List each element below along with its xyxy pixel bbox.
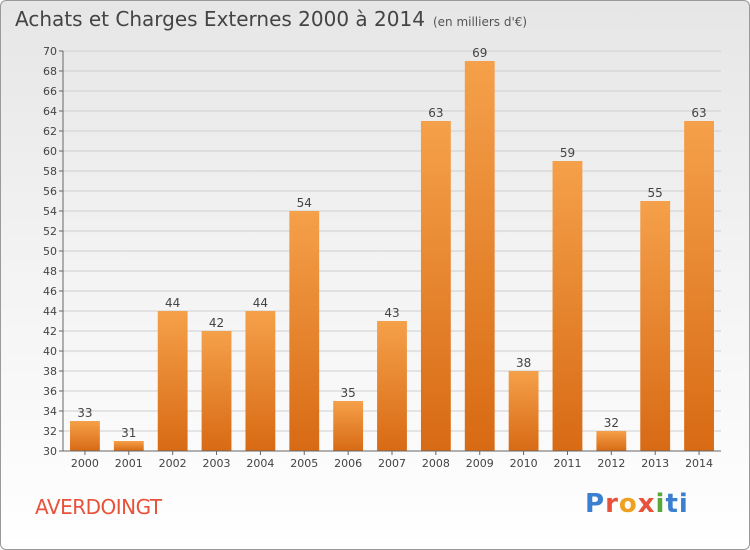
- x-tick-label: 2010: [510, 457, 538, 470]
- bars: 33 31 44 42 44 54 35 43 63 69 38 59 32 55 63: [70, 46, 714, 451]
- data-label: 44: [165, 296, 180, 310]
- x-tick-label: 2005: [290, 457, 318, 470]
- y-tick-label: 44: [43, 305, 57, 318]
- logo-letter: o: [618, 489, 638, 519]
- logo-letter: r: [605, 489, 619, 519]
- data-label: 59: [560, 146, 575, 160]
- bar: [508, 371, 539, 451]
- bar: [552, 161, 583, 451]
- y-tick-label: 58: [43, 165, 57, 178]
- x-tick-label: 2003: [203, 457, 231, 470]
- y-tick-label: 56: [43, 185, 57, 198]
- bar: [70, 421, 100, 451]
- data-label: 44: [253, 296, 268, 310]
- y-tick-label: 34: [43, 405, 57, 418]
- y-tick-label: 62: [43, 125, 57, 138]
- x-tick-label: 2011: [553, 457, 581, 470]
- data-label: 35: [340, 386, 355, 400]
- bar: [201, 331, 232, 451]
- x-tick-label: 2006: [334, 457, 362, 470]
- bar: [157, 311, 188, 451]
- y-tick-label: 60: [43, 145, 57, 158]
- y-axis: 30 32 34 36 38 40 42 44 46 48 50 52 54 56 58 60 62 64 66 68…: [43, 45, 64, 458]
- x-tick-label: 2008: [422, 457, 450, 470]
- x-tick-label: 2007: [378, 457, 406, 470]
- y-tick-label: 48: [43, 265, 57, 278]
- x-tick-label: 2009: [466, 457, 494, 470]
- x-tick-label: 2004: [246, 457, 274, 470]
- data-label: 43: [384, 306, 399, 320]
- data-label: 55: [648, 186, 663, 200]
- bar: [684, 121, 714, 451]
- data-label: 69: [472, 46, 487, 60]
- data-label: 33: [77, 406, 92, 420]
- logo-letter: x: [637, 489, 656, 519]
- data-label: 32: [604, 416, 619, 430]
- y-tick-label: 54: [43, 205, 57, 218]
- chart-title-text: Achats et Charges Externes 2000 à 2014: [15, 7, 425, 31]
- data-label: 31: [121, 426, 136, 440]
- bar: [377, 321, 407, 451]
- y-tick-label: 42: [43, 325, 57, 338]
- x-tick-label: 2014: [685, 457, 713, 470]
- bar: [289, 211, 320, 451]
- bar: [333, 401, 364, 451]
- chart-title: Achats et Charges Externes 2000 à 2014 (e…: [15, 7, 527, 31]
- bar: [113, 441, 144, 451]
- x-tick-label: 2002: [159, 457, 187, 470]
- y-tick-label: 52: [43, 225, 57, 238]
- y-tick-label: 38: [43, 365, 57, 378]
- x-tick-label: 2001: [115, 457, 143, 470]
- chart-title-unit: (en milliers d'€): [432, 15, 528, 29]
- y-tick-label: 68: [43, 65, 57, 78]
- y-tick-label: 70: [43, 45, 57, 58]
- y-tick-label: 40: [43, 345, 57, 358]
- data-label: 38: [516, 356, 531, 370]
- y-tick-label: 66: [43, 85, 57, 98]
- y-tick-label: 46: [43, 285, 57, 298]
- bar: [596, 431, 627, 451]
- x-tick-label: 2000: [71, 457, 99, 470]
- data-label: 54: [297, 196, 312, 210]
- commune-name: AVERDOINGT: [35, 495, 162, 519]
- bar: [420, 121, 451, 451]
- data-label: 42: [209, 316, 224, 330]
- y-tick-label: 32: [43, 425, 57, 438]
- x-axis: 2000 2001 2002 2003 2004 2005 2006 2007 2008 2009…: [63, 450, 721, 470]
- logo-letter: i: [655, 489, 666, 519]
- y-tick-label: 50: [43, 245, 57, 258]
- data-label: 63: [691, 106, 706, 120]
- logo-letter: P: [585, 489, 606, 519]
- bar: [464, 61, 495, 451]
- y-tick-label: 30: [43, 445, 57, 458]
- x-tick-label: 2013: [641, 457, 669, 470]
- y-tick-label: 36: [43, 385, 57, 398]
- bar: [640, 201, 671, 451]
- y-tick-label: 64: [43, 105, 57, 118]
- logo-letter: ti: [665, 489, 689, 519]
- bar: [245, 311, 276, 451]
- x-tick-label: 2012: [597, 457, 625, 470]
- proxiti-logo[interactable]: Proxiti: [585, 489, 689, 519]
- data-label: 63: [428, 106, 443, 120]
